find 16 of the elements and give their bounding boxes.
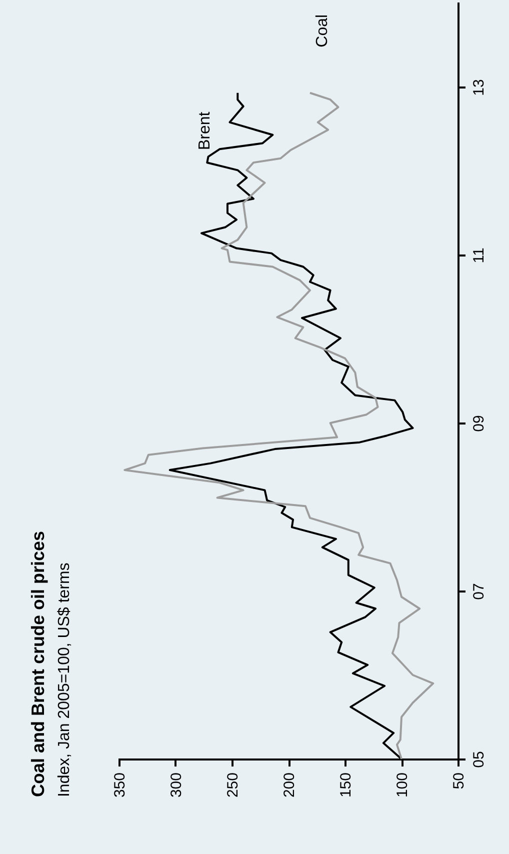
x-tick-label: 100 [394, 772, 411, 798]
text: Coal [314, 14, 331, 48]
x-tick-label: 350 [112, 772, 128, 798]
text: Index, Jan 2005=100, US$ terms [56, 562, 73, 798]
y-tick-label: 07 [470, 583, 488, 600]
y-tick-label: 05 [470, 751, 488, 768]
x-tick-label: 300 [168, 772, 185, 798]
y-tick-label: 11 [470, 248, 488, 264]
x-tick-label: 50 [450, 772, 468, 790]
y-tick-label: 09 [470, 415, 488, 432]
text: Brent [196, 111, 214, 150]
x-tick-label: 250 [224, 772, 242, 798]
y-tick-label: 13 [470, 79, 488, 96]
text: Coal and Brent crude oil prices [28, 530, 48, 798]
x-tick-label: 150 [338, 772, 354, 798]
x-tick-label: 200 [281, 772, 298, 798]
